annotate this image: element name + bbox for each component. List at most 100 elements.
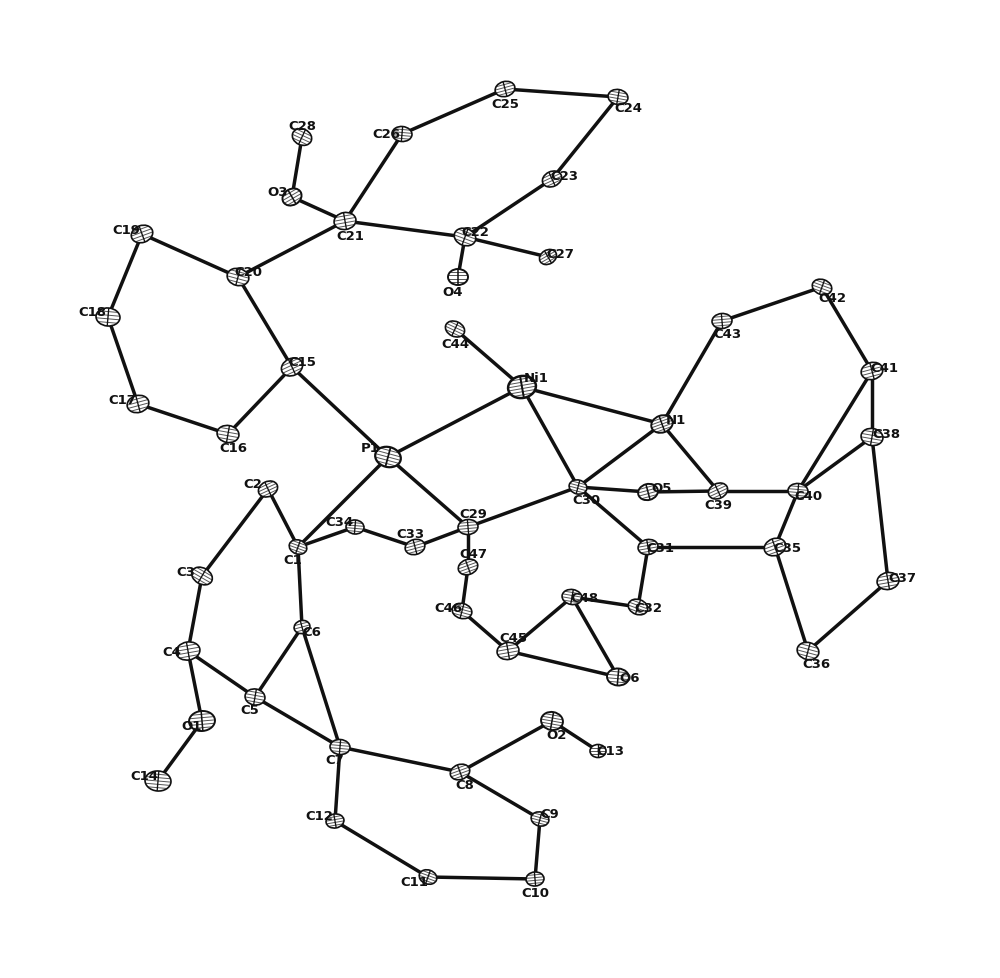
Text: C27: C27 (546, 247, 574, 260)
Text: C6: C6 (303, 626, 321, 639)
Ellipse shape (289, 540, 307, 555)
Ellipse shape (294, 621, 310, 634)
Ellipse shape (346, 520, 364, 534)
Text: O6: O6 (620, 671, 640, 684)
Ellipse shape (458, 520, 478, 535)
Text: P1: P1 (361, 441, 379, 454)
Text: C24: C24 (614, 102, 642, 114)
Text: C11: C11 (400, 875, 428, 889)
Text: C26: C26 (372, 128, 400, 142)
Text: C46: C46 (434, 600, 462, 614)
Text: C45: C45 (499, 632, 527, 645)
Text: C47: C47 (459, 548, 487, 561)
Text: Ni1: Ni1 (524, 371, 548, 384)
Text: C7: C7 (326, 754, 344, 767)
Ellipse shape (812, 280, 832, 295)
Ellipse shape (445, 322, 465, 337)
Ellipse shape (145, 772, 171, 791)
Ellipse shape (542, 172, 562, 188)
Text: C30: C30 (572, 494, 600, 507)
Text: C12: C12 (305, 810, 333, 822)
Ellipse shape (508, 377, 536, 399)
Text: C33: C33 (396, 528, 424, 541)
Ellipse shape (189, 711, 215, 732)
Ellipse shape (326, 814, 344, 828)
Ellipse shape (448, 270, 468, 286)
Ellipse shape (526, 872, 544, 886)
Ellipse shape (628, 600, 648, 615)
Ellipse shape (131, 226, 153, 244)
Text: O3: O3 (268, 187, 288, 200)
Ellipse shape (861, 429, 883, 446)
Text: C28: C28 (288, 119, 316, 132)
Ellipse shape (539, 250, 557, 265)
Ellipse shape (452, 603, 472, 619)
Text: C19: C19 (112, 223, 140, 237)
Ellipse shape (708, 483, 728, 500)
Ellipse shape (96, 309, 120, 327)
Ellipse shape (454, 229, 476, 246)
Text: C43: C43 (713, 329, 741, 341)
Ellipse shape (282, 190, 302, 206)
Text: C13: C13 (596, 744, 624, 758)
Ellipse shape (217, 426, 239, 443)
Ellipse shape (497, 643, 519, 660)
Text: C40: C40 (794, 490, 822, 503)
Text: N1: N1 (666, 414, 686, 427)
Text: C3: C3 (177, 565, 195, 578)
Ellipse shape (531, 812, 549, 826)
Text: C8: C8 (456, 778, 474, 791)
Ellipse shape (458, 559, 478, 575)
Text: C25: C25 (491, 98, 519, 111)
Ellipse shape (638, 540, 658, 556)
Text: C10: C10 (521, 887, 549, 900)
Text: C1: C1 (284, 554, 302, 567)
Text: C9: C9 (541, 808, 559, 821)
Text: O5: O5 (652, 482, 672, 495)
Ellipse shape (495, 82, 515, 98)
Ellipse shape (292, 129, 312, 147)
Text: C42: C42 (818, 291, 846, 304)
Ellipse shape (258, 481, 278, 498)
Text: C23: C23 (550, 169, 578, 182)
Text: O2: O2 (547, 729, 567, 741)
Ellipse shape (562, 590, 582, 605)
Text: C4: C4 (163, 645, 181, 658)
Ellipse shape (861, 363, 883, 380)
Text: C38: C38 (872, 427, 900, 440)
Text: C32: C32 (634, 600, 662, 614)
Text: C41: C41 (870, 361, 898, 375)
Ellipse shape (607, 669, 629, 686)
Ellipse shape (797, 643, 819, 660)
Text: C5: C5 (241, 704, 259, 717)
Text: C44: C44 (441, 337, 469, 350)
Ellipse shape (334, 213, 356, 231)
Ellipse shape (788, 484, 808, 499)
Text: O4: O4 (443, 286, 463, 298)
Ellipse shape (590, 744, 606, 758)
Ellipse shape (450, 765, 470, 780)
Text: C39: C39 (704, 499, 732, 511)
Ellipse shape (764, 539, 786, 556)
Text: C34: C34 (325, 516, 353, 529)
Ellipse shape (608, 90, 628, 106)
Ellipse shape (375, 447, 401, 467)
Ellipse shape (638, 484, 658, 501)
Ellipse shape (245, 689, 265, 705)
Text: C31: C31 (646, 541, 674, 554)
Text: C22: C22 (461, 225, 489, 239)
Text: C14: C14 (130, 770, 158, 782)
Text: C15: C15 (288, 355, 316, 368)
Text: C35: C35 (773, 541, 801, 554)
Ellipse shape (227, 269, 249, 287)
Ellipse shape (419, 869, 437, 884)
Text: C2: C2 (244, 478, 262, 491)
Ellipse shape (330, 739, 350, 755)
Text: O1: O1 (182, 720, 202, 733)
Ellipse shape (651, 416, 673, 433)
Text: C18: C18 (78, 306, 106, 319)
Text: C29: C29 (459, 508, 487, 521)
Ellipse shape (127, 396, 149, 414)
Ellipse shape (176, 643, 200, 660)
Ellipse shape (392, 127, 412, 143)
